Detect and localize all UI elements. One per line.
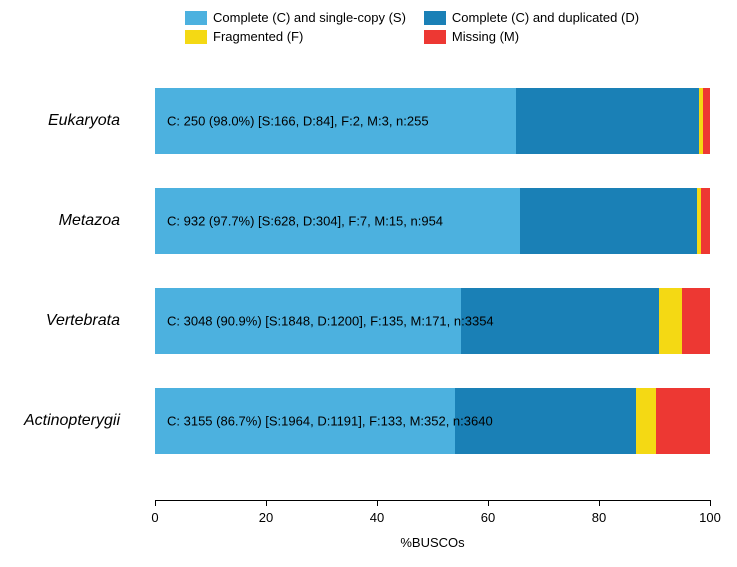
bar-segment-fragmented <box>636 388 656 454</box>
bars-region: C: 250 (98.0%) [S:166, D:84], F:2, M:3, … <box>155 70 710 500</box>
x-tick <box>266 500 267 506</box>
bar-row: C: 3155 (86.7%) [S:1964, D:1191], F:133,… <box>155 388 710 454</box>
x-axis-title: %BUSCOs <box>155 535 710 550</box>
category-label: Eukaryota <box>0 88 120 154</box>
bar-segment-missing <box>703 88 710 154</box>
x-tick <box>488 500 489 506</box>
x-tick-label: 0 <box>151 510 158 525</box>
category-label: Metazoa <box>0 188 120 254</box>
x-tick-label: 100 <box>699 510 721 525</box>
bar-row: C: 932 (97.7%) [S:628, D:304], F:7, M:15… <box>155 188 710 254</box>
bar-segment-missing <box>682 288 710 354</box>
bar-segment-missing <box>656 388 710 454</box>
category-label: Actinopterygii <box>0 388 120 454</box>
bar-annotation: C: 3155 (86.7%) [S:1964, D:1191], F:133,… <box>167 414 493 429</box>
legend: Complete (C) and single-copy (S) Complete… <box>185 10 639 44</box>
legend-swatch-icon <box>185 30 207 44</box>
legend-label: Fragmented (F) <box>213 29 303 44</box>
x-tick <box>599 500 600 506</box>
bar-segment-missing <box>701 188 710 254</box>
bar-annotation: C: 3048 (90.9%) [S:1848, D:1200], F:135,… <box>167 314 494 329</box>
x-tick <box>377 500 378 506</box>
legend-item: Missing (M) <box>424 29 639 44</box>
x-tick-label: 20 <box>259 510 273 525</box>
bar-annotation: C: 932 (97.7%) [S:628, D:304], F:7, M:15… <box>167 214 443 229</box>
x-tick-label: 40 <box>370 510 384 525</box>
bar-segment-fragmented <box>659 288 681 354</box>
x-tick-label: 60 <box>481 510 495 525</box>
legend-item: Fragmented (F) <box>185 29 406 44</box>
legend-item: Complete (C) and single-copy (S) <box>185 10 406 25</box>
bar-annotation: C: 250 (98.0%) [S:166, D:84], F:2, M:3, … <box>167 114 429 129</box>
legend-label: Missing (M) <box>452 29 519 44</box>
x-tick <box>155 500 156 506</box>
category-label: Vertebrata <box>0 288 120 354</box>
legend-swatch-icon <box>185 11 207 25</box>
bar-segment-duplicated <box>516 88 699 154</box>
bar-row: C: 3048 (90.9%) [S:1848, D:1200], F:135,… <box>155 288 710 354</box>
legend-swatch-icon <box>424 11 446 25</box>
bar-segment-duplicated <box>520 188 697 254</box>
x-tick <box>710 500 711 506</box>
x-axis-line <box>155 500 710 501</box>
legend-swatch-icon <box>424 30 446 44</box>
busco-chart: Complete (C) and single-copy (S) Complete… <box>0 0 737 567</box>
plot-area: C: 250 (98.0%) [S:166, D:84], F:2, M:3, … <box>155 70 710 500</box>
legend-item: Complete (C) and duplicated (D) <box>424 10 639 25</box>
legend-label: Complete (C) and duplicated (D) <box>452 10 639 25</box>
legend-label: Complete (C) and single-copy (S) <box>213 10 406 25</box>
x-tick-label: 80 <box>592 510 606 525</box>
bar-row: C: 250 (98.0%) [S:166, D:84], F:2, M:3, … <box>155 88 710 154</box>
